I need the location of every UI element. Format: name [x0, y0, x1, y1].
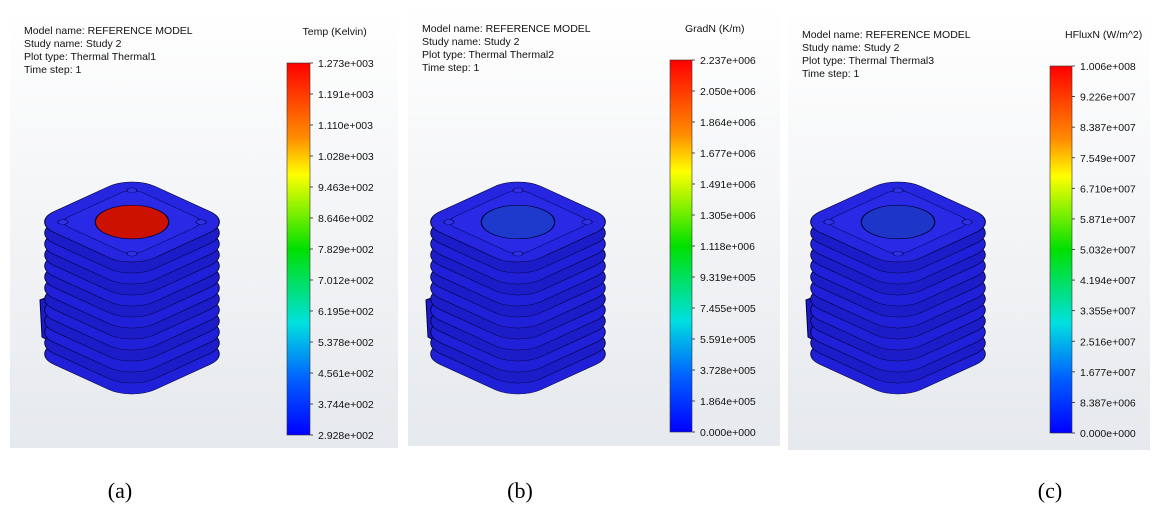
legend-title: Temp (Kelvin) [303, 26, 367, 38]
plot-info: Study name: Study 2 [24, 38, 122, 50]
caption: (c) [1038, 478, 1062, 503]
legend-label: 3.728e+005 [700, 365, 756, 377]
legend-label: 9.319e+005 [700, 272, 756, 284]
legend-label: 8.646e+002 [318, 213, 374, 225]
legend-label: 5.871e+007 [1080, 214, 1136, 226]
legend-label: 7.012e+002 [318, 275, 374, 287]
plot-info: Plot type: Thermal Thermal1 [24, 51, 156, 63]
plot-info: Study name: Study 2 [802, 42, 900, 54]
legend-label: 9.226e+007 [1080, 92, 1136, 104]
legend-label: 5.591e+005 [700, 334, 756, 346]
legend-label: 5.378e+002 [318, 337, 374, 349]
plot-info: Study name: Study 2 [422, 36, 520, 48]
legend-label: 0.000e+000 [1080, 428, 1136, 440]
page: {"panels": [ {"info": ["Model name: REFE… [0, 0, 1154, 507]
legend-label: 4.561e+002 [318, 368, 374, 380]
legend-label: 0.000e+000 [700, 427, 756, 439]
legend-title: HFluxN (W/m^2) [1065, 29, 1142, 41]
legend-title: GradN (K/m) [685, 23, 745, 35]
legend-label: 1.305e+006 [700, 210, 756, 222]
legend-label: 1.864e+005 [700, 396, 756, 408]
legend-label: 4.194e+007 [1080, 275, 1136, 287]
legend-label: 2.237e+006 [700, 55, 756, 67]
plot-info: Model name: REFERENCE MODEL [24, 25, 193, 37]
plot-info: Time step: 1 [422, 62, 480, 74]
legend-label: 1.273e+003 [318, 58, 374, 70]
legend-label: 3.744e+002 [318, 399, 374, 411]
plot-info: Time step: 1 [24, 64, 82, 76]
legend-label: 2.516e+007 [1080, 336, 1136, 348]
plot-info: Plot type: Thermal Thermal2 [422, 49, 554, 61]
legend-label: 2.928e+002 [318, 430, 374, 442]
caption: (b) [507, 478, 533, 503]
legend-label: 1.677e+007 [1080, 367, 1136, 379]
legend-label: 7.829e+002 [318, 244, 374, 256]
color-bar [287, 63, 310, 435]
legend-label: 2.050e+006 [700, 86, 756, 98]
legend-label: 1.864e+006 [700, 117, 756, 129]
plot-info: Time step: 1 [802, 68, 860, 80]
color-bar [1050, 66, 1072, 433]
legend-label: 6.195e+002 [318, 306, 374, 318]
legend-label: 3.355e+007 [1080, 306, 1136, 318]
legend-label: 1.191e+003 [318, 89, 374, 101]
legend-label: 6.710e+007 [1080, 183, 1136, 195]
legend-label: 5.032e+007 [1080, 245, 1136, 257]
legend-label: 1.491e+006 [700, 179, 756, 191]
legend-label: 1.110e+003 [318, 120, 373, 132]
legend-label: 1.006e+008 [1080, 61, 1136, 73]
caption: (a) [108, 478, 132, 503]
legend-label: 1.118e+006 [700, 241, 755, 253]
plot-info: Plot type: Thermal Thermal3 [802, 55, 934, 67]
legend-label: 7.549e+007 [1080, 153, 1136, 165]
legend-label: 8.387e+007 [1080, 122, 1136, 134]
legend-label: 1.677e+006 [700, 148, 756, 160]
legend-label: 9.463e+002 [318, 182, 374, 194]
legend-label: 7.455e+005 [700, 303, 756, 315]
legend-label: 8.387e+006 [1080, 397, 1136, 409]
plot-info: Model name: REFERENCE MODEL [802, 29, 971, 41]
color-bar [670, 60, 692, 432]
plot-info: Model name: REFERENCE MODEL [422, 23, 591, 35]
legend-label: 1.028e+003 [318, 151, 374, 163]
screenshot: Model name: REFERENCE MODELStudy name: S… [0, 0, 1154, 507]
